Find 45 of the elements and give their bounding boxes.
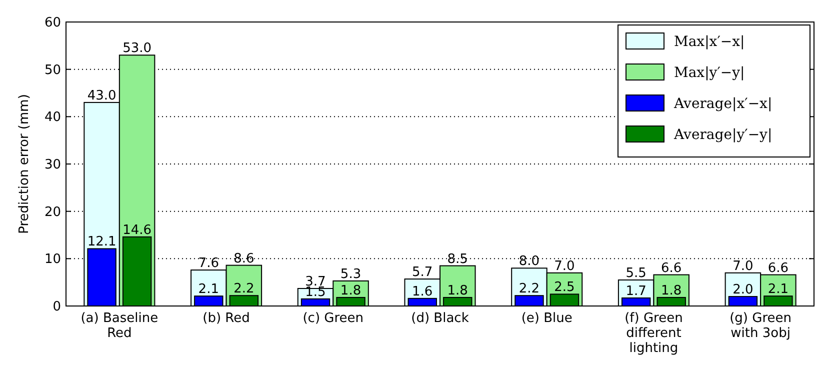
data-label: 6.6 [768, 260, 789, 276]
data-label: 7.0 [732, 258, 754, 274]
data-label: 6.6 [661, 260, 682, 276]
data-label: 2.5 [554, 280, 575, 296]
y-tick-label: 60 [44, 16, 61, 31]
data-label: 2.1 [198, 282, 219, 298]
data-label: 12.1 [87, 234, 116, 250]
y-tick-label: 50 [44, 62, 61, 78]
data-label: 5.5 [626, 266, 646, 281]
x-tick-label: (e) Blue [521, 311, 572, 326]
data-label: 1.8 [447, 283, 468, 298]
data-label: 1.6 [412, 284, 433, 300]
data-label: 2.0 [732, 282, 754, 298]
x-tick-label: (a) Baseline Red [80, 311, 158, 341]
x-tick-label: (d) Black [411, 311, 470, 326]
legend-label: Max|x′−x| [674, 34, 745, 50]
data-label: 2.1 [768, 282, 789, 298]
x-tick-label: (c) Green [302, 311, 364, 326]
y-tick-label: 40 [44, 110, 61, 126]
data-label: 5.3 [340, 266, 362, 282]
data-label: 8.0 [518, 254, 540, 270]
data-label: 1.7 [626, 284, 646, 299]
data-label: 5.7 [412, 265, 433, 280]
data-label: 8.5 [447, 252, 468, 267]
y-tick-label: 10 [44, 252, 61, 268]
data-label: 8.6 [234, 251, 254, 266]
data-label: 53.0 [122, 41, 152, 56]
data-label: 2.2 [518, 282, 540, 297]
legend-label: Max|y′−y| [674, 64, 745, 81]
data-label: 7.6 [198, 256, 219, 272]
data-label: 2.2 [234, 282, 254, 297]
y-tick-label: 20 [44, 204, 61, 220]
x-tick-label: (b) Red [202, 311, 250, 326]
data-label: 14.6 [122, 222, 152, 238]
x-tick-label: (f) Green different lighting [624, 311, 683, 356]
y-tick-label: 0 [52, 300, 61, 315]
data-label: 7.0 [554, 258, 575, 274]
data-label: 1.8 [340, 283, 362, 298]
data-label: 43.0 [87, 88, 116, 104]
y-axis-title: Prediction error (mm) [17, 94, 32, 234]
data-label: 1.8 [661, 283, 682, 298]
y-tick-label: 30 [44, 158, 61, 173]
legend-label: Average|y′−y| [673, 126, 772, 143]
legend-label: Average|x′−x| [673, 96, 772, 112]
x-tick-label: (g) Green with 3obj [730, 311, 792, 341]
